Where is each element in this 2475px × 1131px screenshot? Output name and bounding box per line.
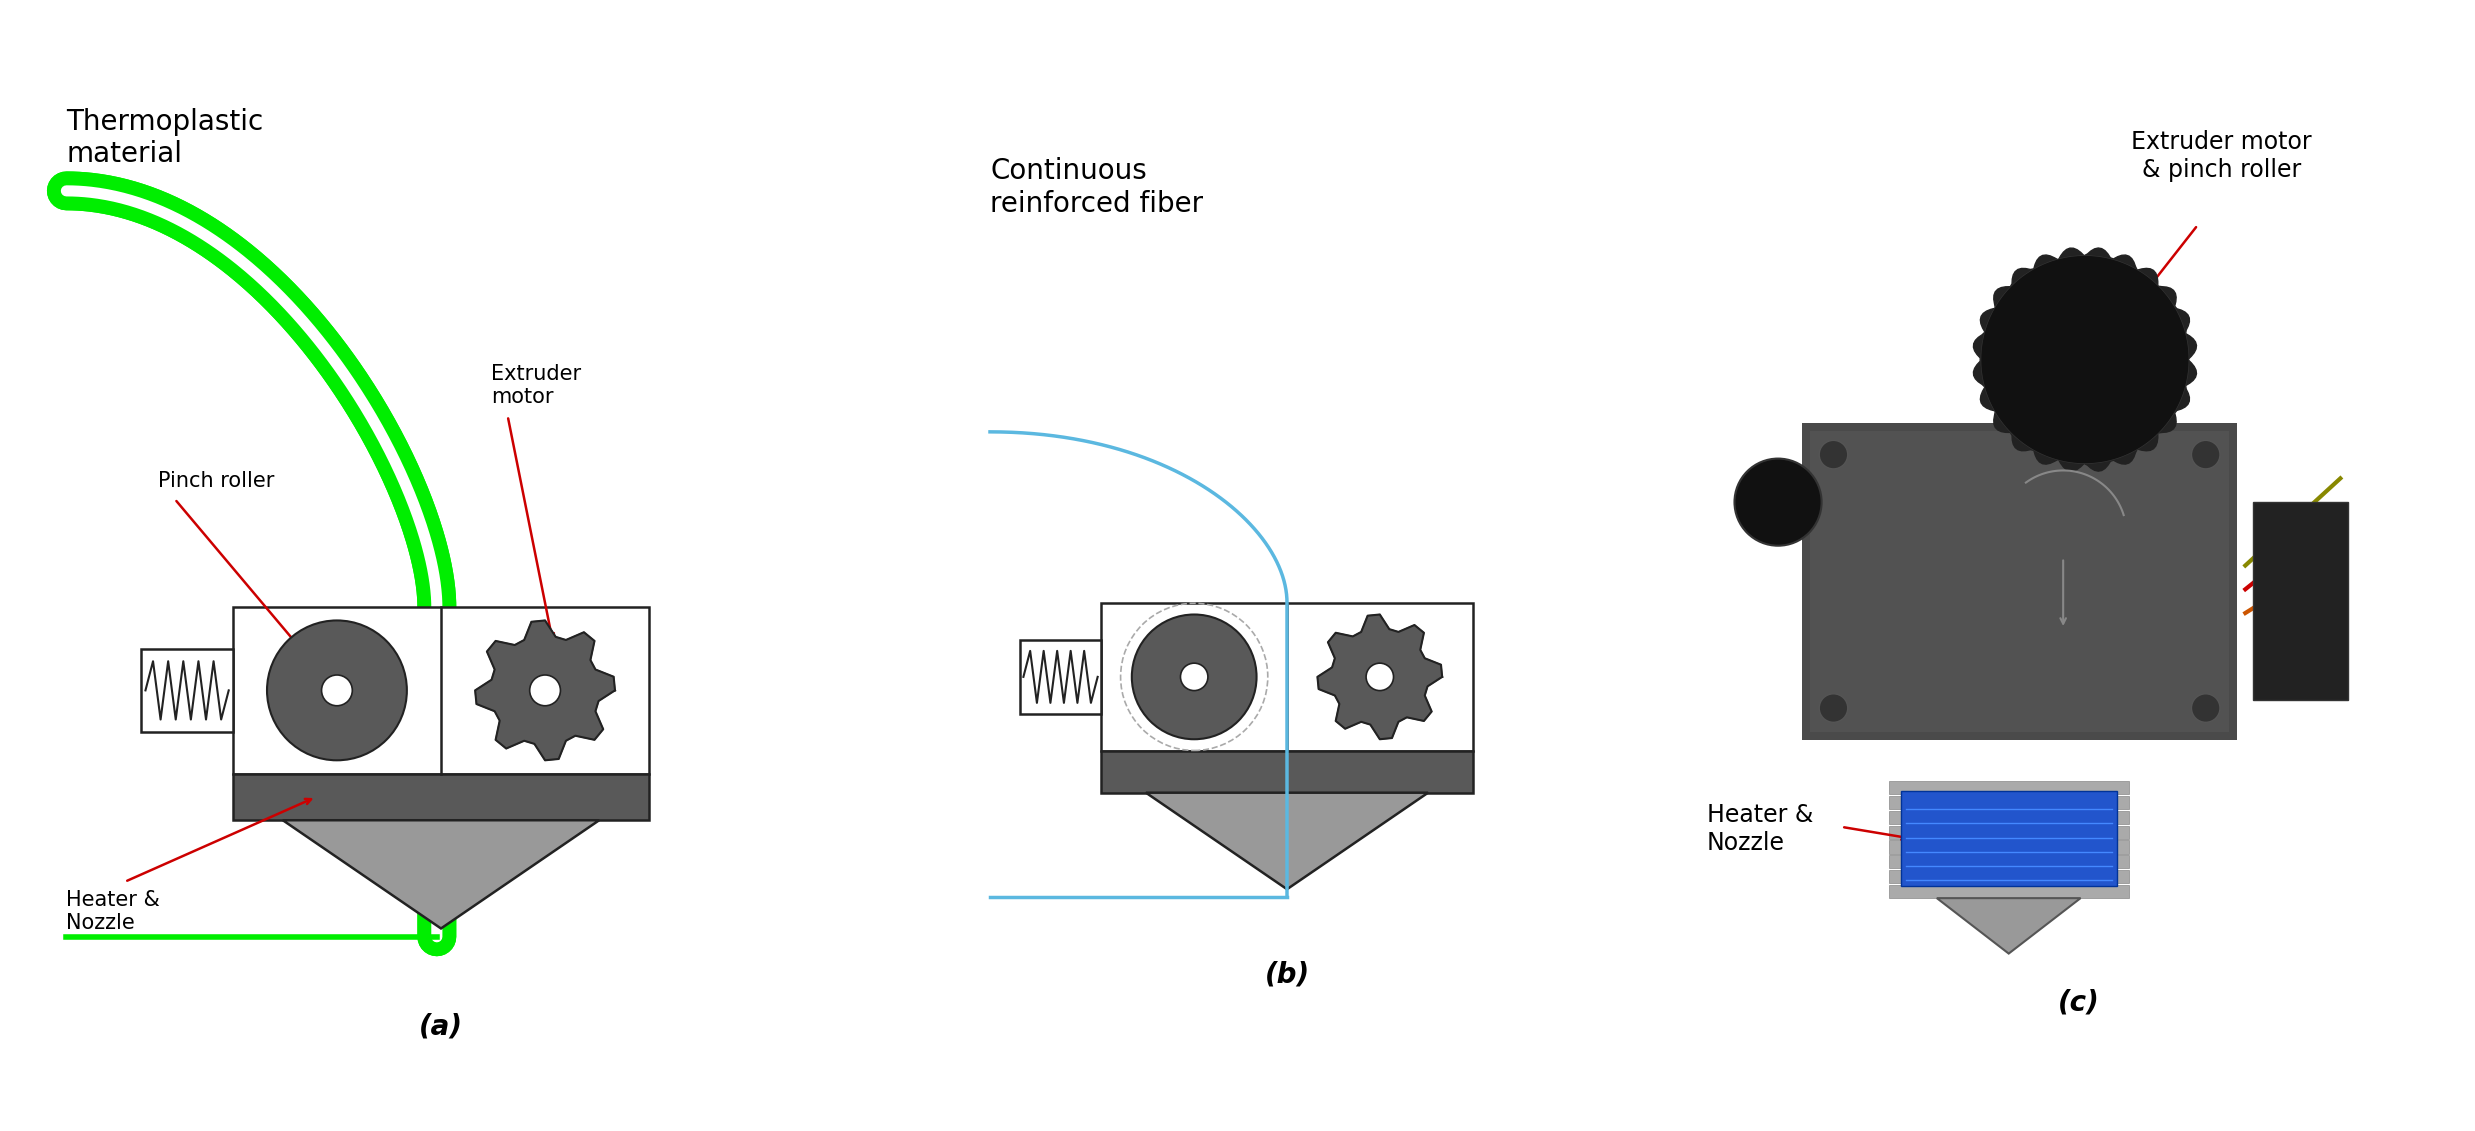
Circle shape bbox=[1819, 693, 1849, 723]
Bar bbox=[1888, 796, 2128, 809]
Bar bbox=[1901, 792, 2116, 887]
Circle shape bbox=[1819, 440, 1849, 469]
Circle shape bbox=[1366, 663, 1393, 691]
Bar bbox=[1802, 423, 2237, 740]
Circle shape bbox=[267, 621, 406, 760]
Text: Heater &
Nozzle: Heater & Nozzle bbox=[1708, 803, 1814, 855]
Circle shape bbox=[530, 675, 559, 706]
Circle shape bbox=[1131, 614, 1257, 740]
Text: (a): (a) bbox=[418, 1012, 463, 1041]
Circle shape bbox=[2190, 693, 2220, 723]
Bar bbox=[1888, 782, 2128, 794]
Polygon shape bbox=[1938, 898, 2081, 953]
Bar bbox=[1101, 603, 1473, 751]
Bar bbox=[1888, 855, 2128, 869]
Circle shape bbox=[1982, 257, 2188, 463]
Circle shape bbox=[322, 675, 351, 706]
Bar bbox=[1101, 751, 1473, 793]
Polygon shape bbox=[282, 820, 599, 929]
Circle shape bbox=[2190, 440, 2220, 469]
Text: (b): (b) bbox=[1265, 960, 1309, 988]
Bar bbox=[141, 649, 233, 732]
Bar bbox=[233, 607, 648, 774]
Polygon shape bbox=[1982, 257, 2188, 463]
Bar bbox=[1888, 870, 2128, 883]
Bar bbox=[2252, 502, 2349, 700]
Polygon shape bbox=[1317, 614, 1443, 740]
Polygon shape bbox=[1146, 793, 1428, 889]
Bar bbox=[1888, 840, 2128, 854]
Circle shape bbox=[1181, 663, 1208, 691]
Text: Pinch roller: Pinch roller bbox=[158, 470, 275, 491]
Bar bbox=[1809, 431, 2230, 732]
Text: Heater &
Nozzle: Heater & Nozzle bbox=[67, 890, 161, 933]
Text: Extruder
motor: Extruder motor bbox=[490, 364, 582, 407]
Text: Continuous
reinforced fiber: Continuous reinforced fiber bbox=[990, 157, 1203, 217]
Text: Thermoplastic
material: Thermoplastic material bbox=[67, 107, 265, 169]
Polygon shape bbox=[475, 621, 614, 760]
Text: Extruder motor
& pinch roller: Extruder motor & pinch roller bbox=[2131, 130, 2312, 182]
Bar bbox=[1888, 826, 2128, 839]
Polygon shape bbox=[1973, 248, 2195, 472]
Bar bbox=[1888, 884, 2128, 898]
Bar bbox=[1888, 811, 2128, 823]
Text: (c): (c) bbox=[2059, 988, 2099, 1017]
Bar bbox=[233, 774, 648, 820]
Circle shape bbox=[1735, 458, 1822, 545]
Bar bbox=[1020, 640, 1101, 714]
